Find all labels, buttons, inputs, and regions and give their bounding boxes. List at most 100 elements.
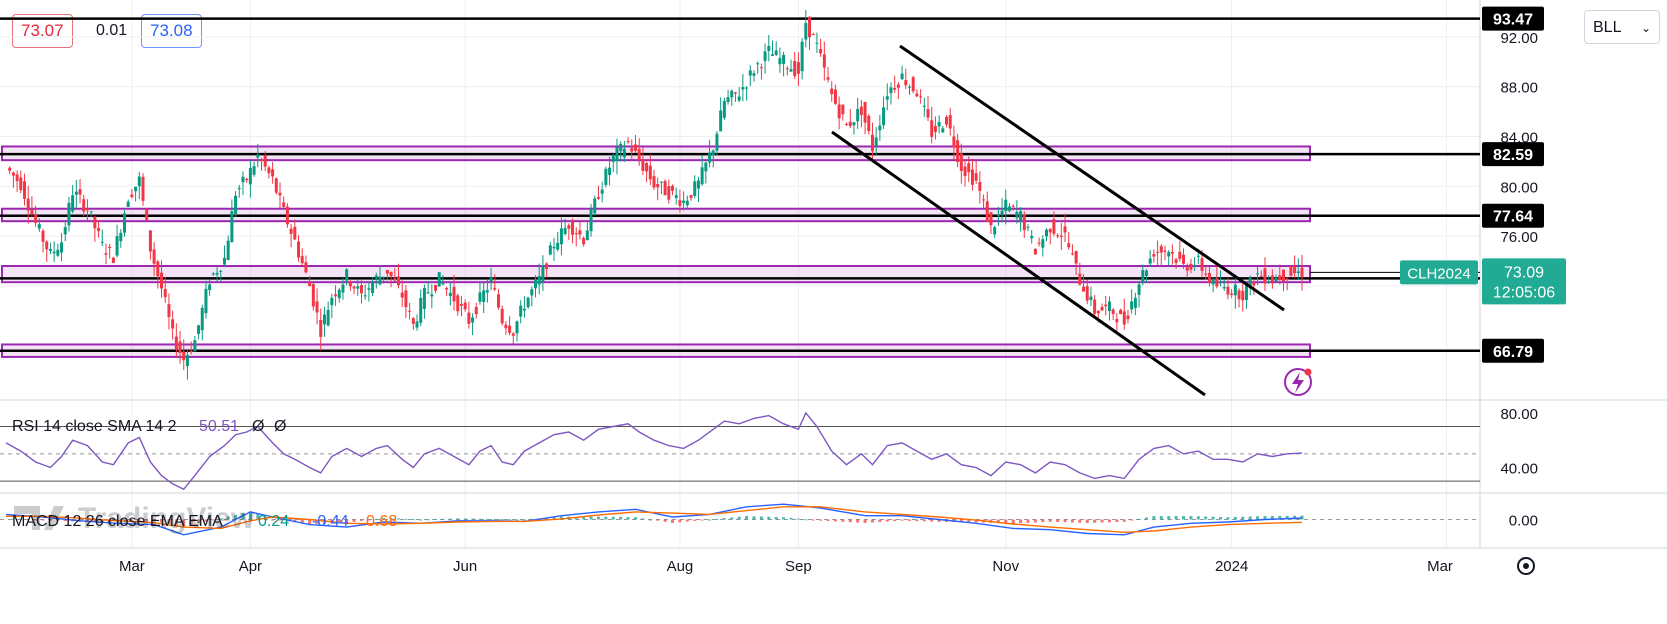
candle-body (1130, 301, 1134, 310)
candle-body (52, 251, 56, 254)
candle-body (26, 198, 30, 211)
candle-body (471, 317, 475, 323)
settings-gear-center-icon (1523, 563, 1529, 569)
macd-histogram-bar (833, 519, 837, 522)
symbol-short-label: BLL (1593, 19, 1622, 36)
macd-histogram-bar (552, 517, 556, 520)
macd-histogram-bar (26, 519, 30, 521)
macd-signal-line (6, 506, 1303, 534)
candle-body (1093, 299, 1097, 314)
candle-body (241, 176, 245, 183)
candle-body (278, 192, 282, 196)
candle-body (122, 213, 126, 233)
candle-body (682, 200, 686, 203)
candle-body (11, 172, 15, 176)
candle-body (1222, 287, 1226, 289)
candle-body (659, 181, 663, 183)
candle-body (1144, 270, 1148, 276)
candle-body (522, 308, 526, 311)
macd-histogram-bar (182, 519, 186, 527)
candle-body (926, 109, 930, 118)
candle-body (593, 198, 597, 214)
candle-body (896, 84, 900, 88)
candle-body (408, 310, 412, 312)
candle-body (1163, 250, 1167, 252)
candle-body (878, 125, 882, 131)
macd-histogram-bar (996, 519, 1000, 524)
lightning-bolt-icon (1292, 372, 1304, 393)
macd-histogram-bar (893, 519, 897, 522)
candle-body (1178, 251, 1182, 259)
macd-histogram-bar (397, 518, 401, 520)
candle-body (982, 199, 986, 201)
symbol-selector[interactable]: BLL ⌄ (1584, 10, 1660, 44)
candle-body (1037, 242, 1041, 244)
candle-body (841, 104, 845, 115)
macd-histogram-bar (174, 519, 178, 526)
candle-body (445, 288, 449, 290)
macd-histogram-bar (271, 519, 275, 521)
macd-line (5, 503, 1303, 536)
candle-body (348, 282, 352, 287)
macd-histogram-bar (315, 519, 319, 524)
tradingview-watermark: TradingView (14, 502, 255, 535)
macd-histogram-bar (693, 519, 697, 521)
macd-histogram-bar (789, 517, 793, 520)
candle-body (1004, 199, 1008, 212)
candle-body (130, 194, 134, 198)
candlestick-series (8, 10, 1304, 380)
candle-body (397, 276, 401, 286)
macd-histogram-bar (152, 519, 156, 522)
candle-body (485, 290, 489, 293)
candle-body (226, 240, 230, 260)
macd-histogram-bar (1300, 515, 1304, 520)
candle-body (711, 150, 715, 156)
notification-dot-icon (1304, 368, 1312, 376)
candle-body (371, 282, 375, 294)
candle-body (426, 292, 430, 294)
candle-body (985, 201, 989, 222)
candle-body (1048, 228, 1052, 233)
candle-body (311, 284, 315, 307)
candle-body (785, 68, 789, 70)
candle-body (1070, 253, 1074, 255)
candle-body (352, 286, 356, 289)
macd-histogram-bar (604, 516, 608, 520)
candle-body (996, 215, 1000, 217)
candle-body (800, 41, 804, 72)
macd-histogram-bar (448, 518, 452, 520)
candle-body (1000, 210, 1004, 216)
candle-body (419, 297, 423, 323)
candle-body (793, 61, 797, 77)
macd-histogram-bar (1211, 516, 1215, 520)
macd-histogram-bar (1270, 515, 1274, 520)
candle-body (78, 189, 82, 195)
macd-histogram-bar (848, 519, 852, 523)
macd-histogram-bar (767, 516, 771, 520)
candle-body (900, 73, 904, 80)
candle-body (1141, 270, 1145, 283)
macd-histogram-bar (878, 519, 882, 523)
macd-histogram-bar (160, 519, 164, 523)
rsi-legend-value: 50.51 (199, 418, 239, 435)
candle-body (326, 309, 330, 326)
candle-body (574, 233, 578, 235)
macd-histogram-bar (1137, 518, 1141, 520)
candle-body (267, 167, 271, 174)
candle-body (478, 292, 482, 302)
candle-body (933, 126, 937, 132)
macd-histogram-bar (522, 519, 526, 521)
candle-body (585, 230, 589, 241)
candle-body (685, 200, 689, 206)
macd-histogram-bar (656, 519, 660, 521)
candle-body (833, 89, 837, 104)
candle-body (819, 49, 823, 54)
macd-histogram-bar (1004, 519, 1008, 524)
macd-histogram-bar (485, 518, 489, 520)
candle-body (1148, 258, 1152, 264)
bar-countdown-label: 12:05:06 (1493, 284, 1555, 301)
candle-body (548, 245, 552, 255)
candle-body (178, 341, 182, 354)
candle-body (174, 336, 178, 350)
